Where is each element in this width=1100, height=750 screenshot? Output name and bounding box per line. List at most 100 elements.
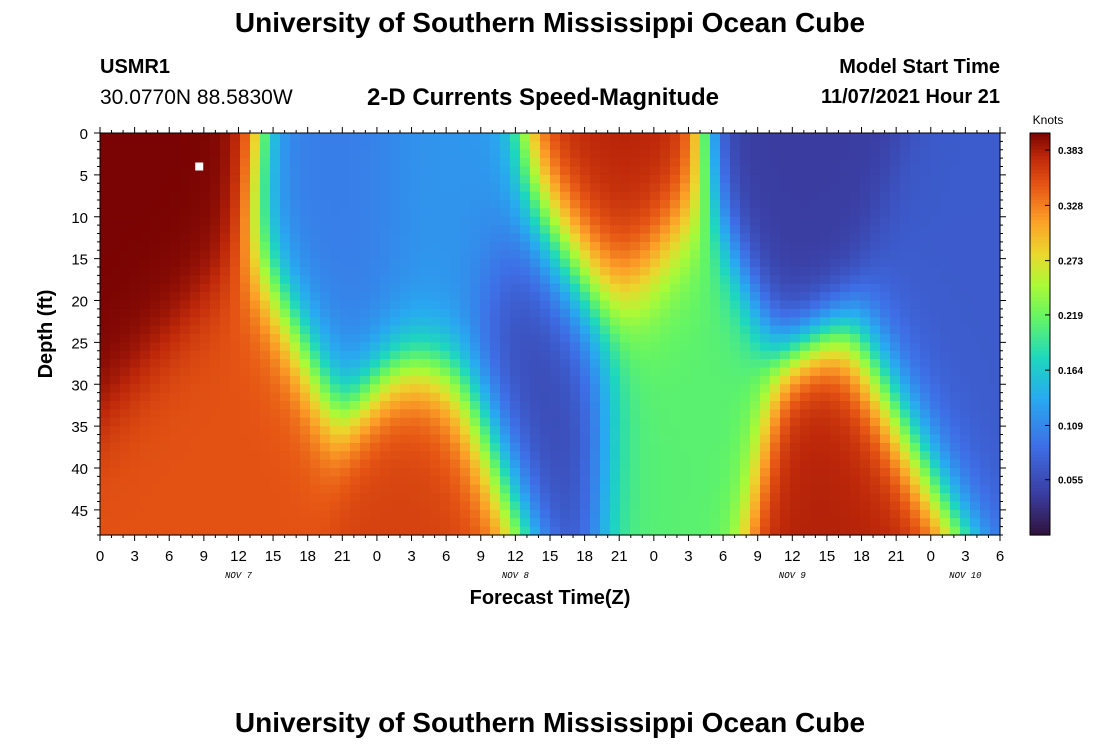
- heatmap-cell: [930, 526, 941, 536]
- heatmap-cell: [420, 183, 431, 193]
- heatmap-cell: [960, 133, 971, 142]
- heatmap-cell: [970, 292, 981, 302]
- heatmap-cell: [940, 300, 951, 310]
- heatmap-cell: [690, 442, 701, 452]
- heatmap-cell: [620, 367, 631, 377]
- heatmap-cell: [540, 325, 551, 335]
- heatmap-cell: [330, 325, 341, 335]
- heatmap-cell: [550, 334, 561, 343]
- heatmap-cell: [900, 325, 911, 335]
- heatmap-cell: [270, 442, 281, 452]
- heatmap-cell: [870, 384, 881, 394]
- heatmap-cell: [480, 426, 491, 436]
- heatmap-cell: [440, 208, 451, 218]
- heatmap-cell: [330, 484, 341, 494]
- heatmap-cell: [240, 375, 251, 385]
- heatmap-cell: [710, 409, 721, 419]
- heatmap-cell: [910, 275, 921, 285]
- heatmap-cell: [550, 434, 561, 444]
- heatmap-cell: [360, 250, 371, 260]
- heatmap-cell: [380, 174, 391, 184]
- heatmap-cell: [190, 384, 201, 394]
- heatmap-cell: [850, 308, 861, 318]
- colorbar-segment: [1030, 461, 1050, 466]
- heatmap-cell: [630, 375, 641, 385]
- heatmap-cell: [710, 258, 721, 268]
- heatmap-cell: [420, 241, 431, 251]
- heatmap-cell: [100, 133, 111, 142]
- heatmap-cell: [870, 426, 881, 436]
- heatmap-cell: [650, 233, 661, 243]
- heatmap-cell: [490, 426, 501, 436]
- heatmap-cell: [850, 417, 861, 427]
- heatmap-cell: [280, 308, 291, 318]
- heatmap-cell: [830, 233, 841, 243]
- heatmap-cell: [330, 208, 341, 218]
- heatmap-cell: [940, 434, 951, 444]
- x-tick-label: 18: [299, 548, 316, 565]
- heatmap-cell: [990, 250, 1001, 260]
- heatmap-cell: [310, 191, 321, 201]
- heatmap-cell: [540, 250, 551, 260]
- heatmap-cell: [770, 317, 781, 327]
- heatmap-cell: [270, 183, 281, 193]
- heatmap-cell: [640, 434, 651, 444]
- heatmap-cell: [650, 493, 661, 503]
- heatmap-cell: [920, 267, 931, 276]
- heatmap-cell: [600, 233, 611, 243]
- heatmap-cell: [580, 359, 591, 369]
- heatmap-cell: [900, 468, 911, 477]
- heatmap-cell: [950, 275, 961, 285]
- heatmap-cell: [250, 518, 261, 528]
- heatmap-cell: [680, 426, 691, 436]
- heatmap-cell: [850, 225, 861, 235]
- heatmap-cell: [190, 275, 201, 285]
- heatmap-cell: [880, 518, 891, 528]
- heatmap-cell: [830, 141, 841, 151]
- heatmap-cell: [550, 149, 561, 159]
- heatmap-cell: [530, 359, 541, 369]
- heatmap-cell: [930, 484, 941, 494]
- heatmap-cell: [600, 241, 611, 251]
- heatmap-cell: [190, 267, 201, 276]
- heatmap-cell: [820, 158, 831, 168]
- heatmap-cell: [870, 183, 881, 193]
- heatmap-cell: [820, 317, 831, 327]
- heatmap-cell: [230, 300, 241, 310]
- heatmap-cell: [120, 375, 131, 385]
- heatmap-cell: [670, 149, 681, 159]
- heatmap-cell: [870, 526, 881, 536]
- x-tick-label: 3: [684, 548, 692, 565]
- heatmap-cell: [820, 350, 831, 360]
- heatmap-cell: [730, 267, 741, 276]
- heatmap-cell: [530, 283, 541, 293]
- heatmap-cell: [120, 518, 131, 528]
- heatmap-cell: [650, 183, 661, 193]
- heatmap-cell: [130, 334, 141, 343]
- heatmap-cell: [680, 141, 691, 151]
- heatmap-cell: [520, 401, 531, 410]
- heatmap-cell: [340, 417, 351, 427]
- heatmap-cell: [750, 275, 761, 285]
- heatmap-cell: [460, 442, 471, 452]
- heatmap-cell: [950, 267, 961, 276]
- heatmap-cell: [370, 442, 381, 452]
- heatmap-cell: [310, 434, 321, 444]
- heatmap-cell: [540, 241, 551, 251]
- heatmap-cell: [650, 401, 661, 410]
- heatmap-cell: [330, 158, 341, 168]
- heatmap-cell: [660, 501, 671, 511]
- heatmap-cell: [900, 509, 911, 519]
- heatmap-cell: [360, 442, 371, 452]
- heatmap-cell: [860, 174, 871, 184]
- heatmap-cell: [880, 359, 891, 369]
- heatmap-cell: [900, 484, 911, 494]
- heatmap-cell: [180, 258, 191, 268]
- heatmap-cell: [670, 200, 681, 209]
- x-tick-label: 0: [927, 548, 935, 565]
- heatmap-cell: [310, 250, 321, 260]
- chart-subtitle: 2-D Currents Speed-Magnitude: [367, 84, 720, 111]
- heatmap-cell: [590, 166, 601, 176]
- colorbar-segment: [1030, 283, 1050, 288]
- heatmap-cell: [780, 501, 791, 511]
